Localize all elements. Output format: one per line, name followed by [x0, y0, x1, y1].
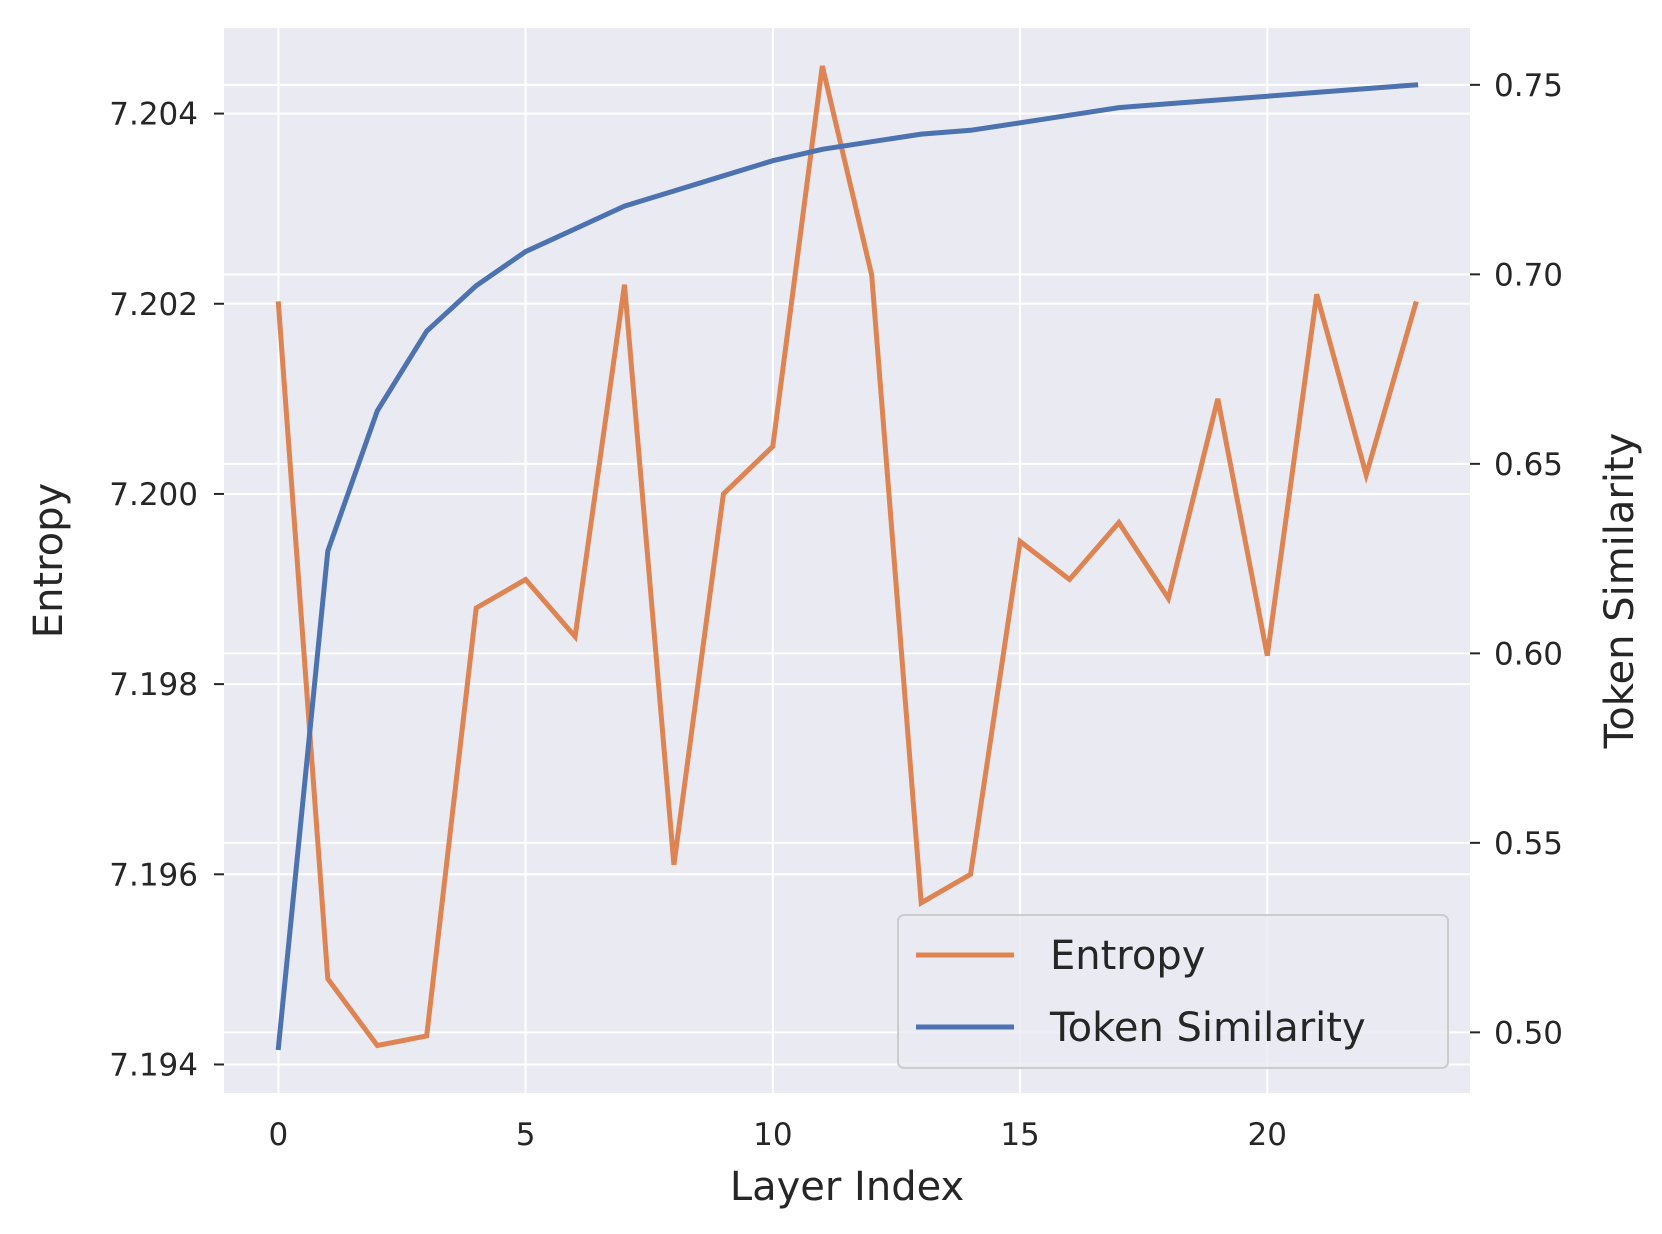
y-tick-label-left: 7.198: [109, 667, 198, 703]
y-tick-label-right: 0.65: [1494, 447, 1563, 483]
y-tick-label-right: 0.60: [1494, 636, 1563, 672]
x-tick-label: 15: [1000, 1117, 1039, 1153]
series-line-entropy: [275, 65, 1419, 1049]
x-axis-label: Layer Index: [730, 1164, 964, 1210]
series-line-token-similarity: [275, 82, 1419, 1051]
grid-lines: [224, 28, 1470, 1093]
x-tick-label: 10: [753, 1117, 792, 1153]
legend-label: Token Similarity: [1049, 1005, 1366, 1051]
legend-box: [897, 914, 1449, 1069]
y-tick-label-left: 7.194: [109, 1047, 198, 1083]
y-tick-label-left: 7.200: [109, 477, 198, 513]
y-tick-label-right: 0.50: [1494, 1015, 1563, 1051]
y-tick-label-right: 0.55: [1494, 826, 1563, 862]
y-tick-label-left: 7.204: [109, 97, 198, 133]
series-layer: [275, 65, 1419, 1051]
y-tick-label-right: 0.70: [1494, 257, 1563, 293]
legend: Entropy Token Similarity: [897, 914, 1449, 1069]
y-tick-label-left: 7.202: [109, 287, 198, 323]
x-tick-label: 20: [1248, 1117, 1287, 1153]
x-tick-label: 0: [269, 1117, 289, 1153]
y-tick-label-right: 0.75: [1494, 68, 1563, 104]
axis-layer: 0 5 10 15 20 7.194 7.196 7.198 7.200 7.202 7.204 0.…: [109, 68, 1563, 1153]
x-tick-label: 5: [516, 1117, 536, 1153]
y-tick-label-left: 7.196: [109, 857, 198, 893]
y-axis-label-right: Token Similarity: [1597, 433, 1643, 750]
y-axis-label-left: Entropy: [26, 483, 72, 638]
legend-label: Entropy: [1050, 933, 1205, 979]
